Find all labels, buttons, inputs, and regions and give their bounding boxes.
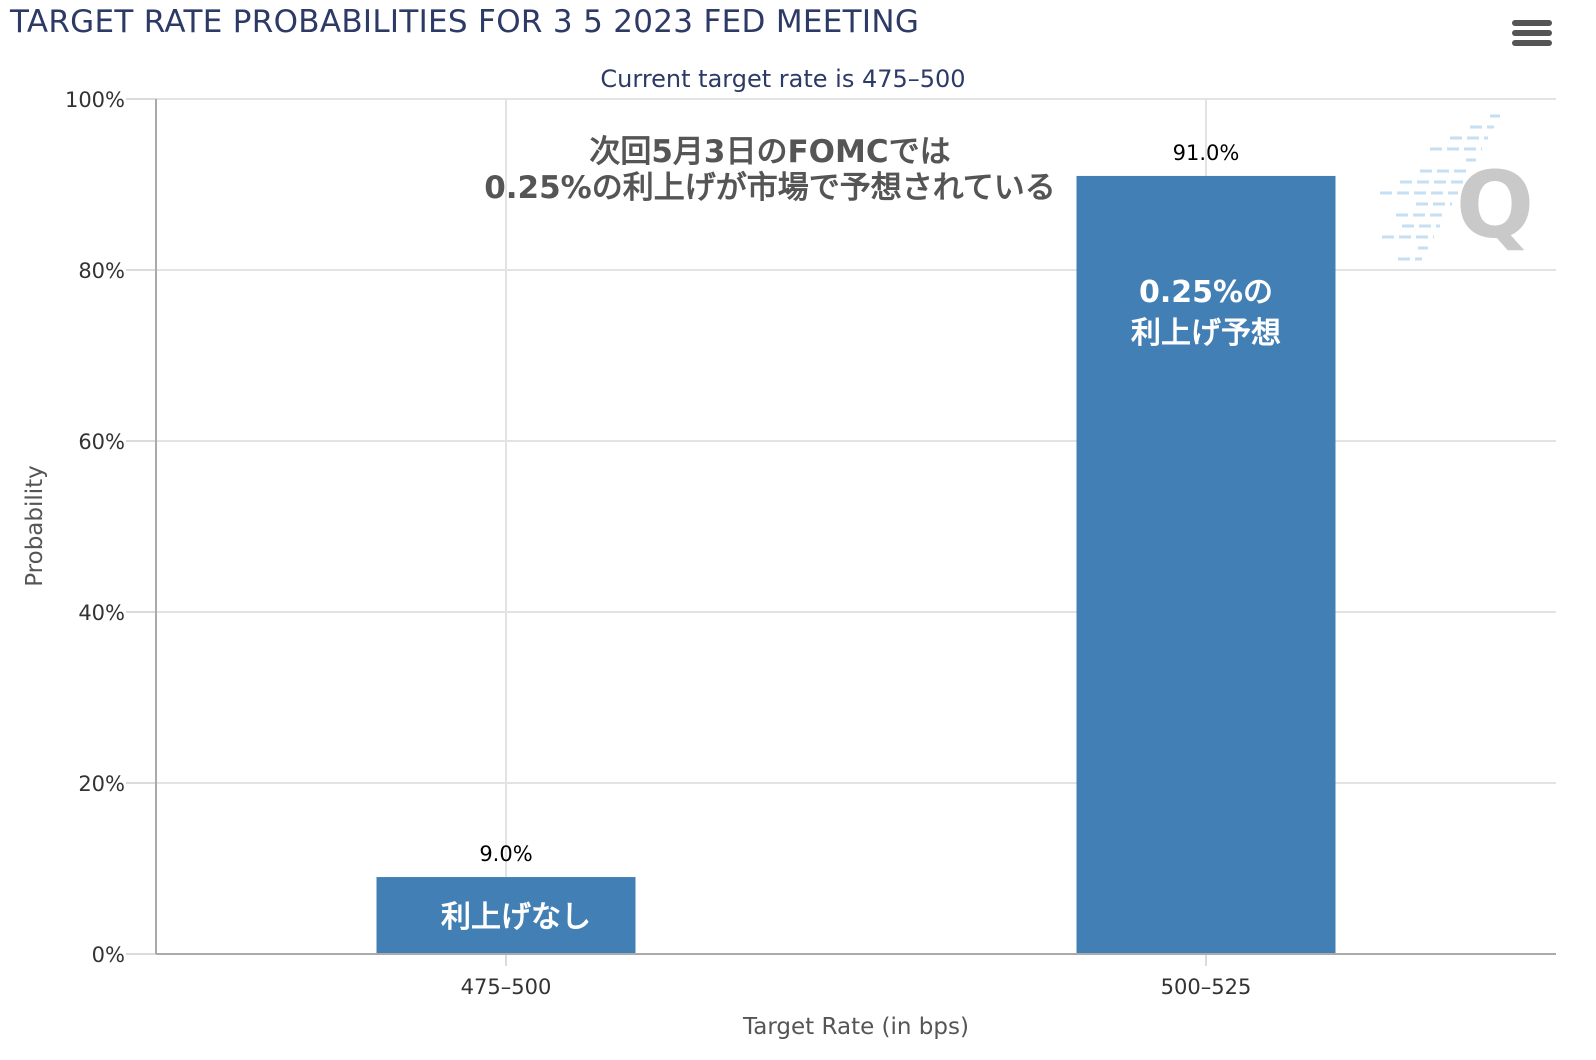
y-tick-label: 20% (78, 772, 125, 796)
y-tick-label: 0% (92, 943, 125, 967)
bar-1-note: 利上げなし (441, 900, 591, 935)
data-label: 9.0% (479, 842, 532, 866)
annotation-line-1: 次回5月3日のFOMCでは (589, 134, 950, 170)
x-tick-label: 475–500 (461, 975, 552, 999)
bar-2-note-line-2: 利上げ予想 (1131, 316, 1281, 351)
bar-2[interactable] (1076, 175, 1336, 954)
y-tick-label: 60% (78, 430, 125, 454)
bars (376, 175, 1336, 954)
y-tick-label: 40% (78, 601, 125, 625)
menu-line (1512, 30, 1552, 36)
y-axis-title: Probability (22, 465, 48, 587)
y-tick-label: 100% (65, 88, 125, 112)
labels: 0% 20% 40% 60% 80% 100% 475–500 9.0% 500–525 91.0… (65, 88, 1251, 999)
menu-line (1512, 20, 1552, 26)
menu-line (1512, 40, 1552, 46)
hamburger-menu-icon[interactable] (1512, 20, 1552, 54)
q-logo-watermark: Q (1380, 114, 1534, 261)
watermark-letter: Q (1456, 152, 1534, 259)
x-axis-title: Target Rate (in bps) (742, 1014, 969, 1040)
bar-2-note-line-1: 0.25%の (1139, 275, 1273, 310)
y-tick-label: 80% (78, 259, 125, 283)
chart-title: TARGET RATE PROBABILITIES FOR 3 5 2023 F… (10, 4, 920, 40)
bar-1[interactable] (376, 877, 636, 954)
chart-subtitle: Current target rate is 475–500 (600, 65, 965, 93)
axes (126, 98, 1556, 966)
x-tick-label: 500–525 (1161, 975, 1252, 999)
annotation-line-2: 0.25%の利上げが市場で予想されている (484, 170, 1056, 206)
data-label: 91.0% (1173, 141, 1240, 165)
grid-lines (156, 98, 1556, 954)
